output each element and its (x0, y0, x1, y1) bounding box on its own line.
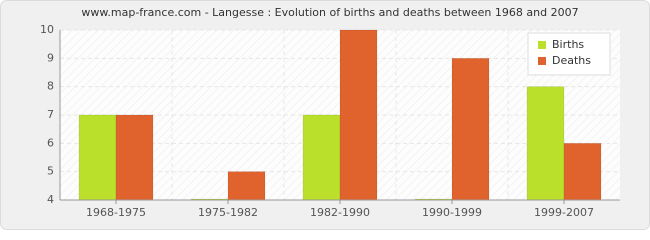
x-tick-label: 1990-1999 (422, 206, 482, 219)
x-tick-label: 1982-1990 (310, 206, 370, 219)
x-tick-label: 1999-2007 (534, 206, 594, 219)
y-tick-label: 6 (47, 136, 54, 149)
y-tick-label: 4 (47, 193, 54, 206)
legend-box (527, 32, 611, 76)
legend-swatch (538, 57, 546, 65)
bar (78, 114, 117, 201)
bar (563, 143, 602, 201)
bar (526, 86, 565, 201)
x-tick-label: 1968-1975 (86, 206, 146, 219)
legend-label: Deaths (552, 54, 591, 67)
y-tick-label: 8 (47, 80, 54, 93)
legend-swatch (538, 41, 546, 49)
chart: www.map-france.com - Langesse : Evolutio… (0, 0, 650, 230)
y-tick-label: 5 (47, 165, 54, 178)
y-tick-label: 9 (47, 51, 54, 64)
legend-label: Births (552, 38, 584, 51)
bar (115, 114, 154, 201)
x-tick-label: 1975-1982 (198, 206, 258, 219)
chart-title: www.map-france.com - Langesse : Evolutio… (81, 6, 578, 19)
y-tick-label: 10 (40, 23, 54, 36)
bar (339, 29, 378, 201)
bar (451, 58, 490, 201)
bar (227, 171, 266, 201)
y-tick-label: 7 (47, 108, 54, 121)
bar (302, 114, 341, 201)
